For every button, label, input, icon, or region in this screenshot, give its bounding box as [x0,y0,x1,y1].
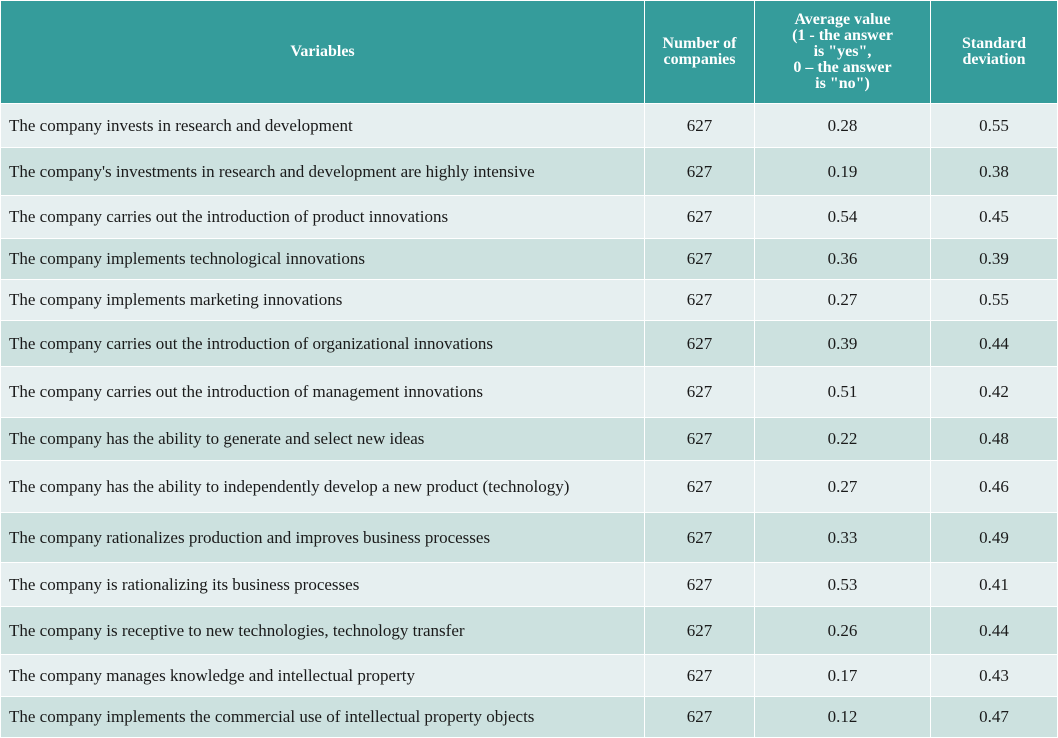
standard-deviation-cell: 0.41 [930,562,1058,607]
header-row: Variables Number of companies Average va… [0,0,1058,104]
standard-deviation-cell: 0.48 [930,417,1058,461]
average-value-cell: 0.27 [754,279,931,321]
table-row: The company implements marketing innovat… [0,279,1058,321]
standard-deviation-cell: 0.46 [930,460,1058,513]
table-row: The company carries out the introduction… [0,320,1058,367]
table-row: The company is receptive to new technolo… [0,606,1058,655]
average-value-cell: 0.12 [754,696,931,738]
variable-cell: The company implements marketing innovat… [0,279,645,321]
header-line: Standard [961,35,1027,52]
number-of-companies-cell: 627 [644,654,755,697]
variable-cell: The company implements technological inn… [0,238,645,280]
header-line: Average value [794,11,891,28]
number-of-companies-cell: 627 [644,238,755,280]
standard-deviation-cell: 0.42 [930,366,1058,418]
table-row: The company implements the commercial us… [0,696,1058,738]
variable-cell: The company implements the commercial us… [0,696,645,738]
standard-deviation-cell: 0.55 [930,279,1058,321]
average-value-cell: 0.39 [754,320,931,367]
variable-cell: The company carries out the introduction… [0,320,645,367]
average-value-cell: 0.36 [754,238,931,280]
header-line: companies [663,51,736,68]
number-of-companies-cell: 627 [644,320,755,367]
number-of-companies-cell: 627 [644,195,755,239]
standard-deviation-cell: 0.38 [930,147,1058,196]
number-of-companies-cell: 627 [644,606,755,655]
standard-deviation-cell: 0.44 [930,320,1058,367]
average-value-cell: 0.26 [754,606,931,655]
variable-cell: The company is rationalizing its busines… [0,562,645,607]
table-row: The company is rationalizing its busines… [0,562,1058,607]
average-value-cell: 0.33 [754,512,931,563]
header-line: deviation [962,51,1026,68]
table-row: The company invests in research and deve… [0,103,1058,148]
table-row: The company has the ability to independe… [0,460,1058,513]
variable-cell: The company invests in research and deve… [0,103,645,148]
variable-cell: The company has the ability to generate … [0,417,645,461]
header-line: Number of [662,35,737,52]
table-row: The company's investments in research an… [0,147,1058,196]
average-value-cell: 0.27 [754,460,931,513]
average-value-cell: 0.17 [754,654,931,697]
variable-cell: The company carries out the introduction… [0,195,645,239]
standard-deviation-cell: 0.55 [930,103,1058,148]
number-of-companies-cell: 627 [644,562,755,607]
number-of-companies-cell: 627 [644,103,755,148]
variable-cell: The company manages knowledge and intell… [0,654,645,697]
number-of-companies-cell: 627 [644,417,755,461]
variable-cell: The company has the ability to independe… [0,460,645,513]
number-of-companies-cell: 627 [644,366,755,418]
table-row: The company implements technological inn… [0,238,1058,280]
number-of-companies-cell: 627 [644,460,755,513]
standard-deviation-cell: 0.44 [930,606,1058,655]
header-line: is "yes", [813,43,872,60]
number-of-companies-cell: 627 [644,512,755,563]
variable-cell: The company's investments in research an… [0,147,645,196]
standard-deviation-cell: 0.39 [930,238,1058,280]
variable-cell: The company rationalizes production and … [0,512,645,563]
average-value-cell: 0.51 [754,366,931,418]
header-variables: Variables [0,0,645,104]
table-row: The company manages knowledge and intell… [0,654,1058,697]
header-number-of-companies: Number of companies [644,0,755,104]
table-row: The company rationalizes production and … [0,512,1058,563]
table-row: The company carries out the introduction… [0,195,1058,239]
average-value-cell: 0.54 [754,195,931,239]
number-of-companies-cell: 627 [644,696,755,738]
header-line: (1 - the answer [792,27,893,44]
header-line: 0 – the answer [793,59,892,76]
standard-deviation-cell: 0.49 [930,512,1058,563]
header-standard-deviation: Standard deviation [930,0,1058,104]
variable-cell: The company carries out the introduction… [0,366,645,418]
table-row: The company has the ability to generate … [0,417,1058,461]
standard-deviation-cell: 0.47 [930,696,1058,738]
average-value-cell: 0.19 [754,147,931,196]
number-of-companies-cell: 627 [644,279,755,321]
standard-deviation-cell: 0.45 [930,195,1058,239]
variable-cell: The company is receptive to new technolo… [0,606,645,655]
header-line: is "no") [815,75,870,92]
table-row: The company carries out the introduction… [0,366,1058,418]
average-value-cell: 0.22 [754,417,931,461]
header-average-value: Average value (1 - the answer is "yes", … [754,0,931,104]
average-value-cell: 0.28 [754,103,931,148]
number-of-companies-cell: 627 [644,147,755,196]
standard-deviation-cell: 0.43 [930,654,1058,697]
average-value-cell: 0.53 [754,562,931,607]
